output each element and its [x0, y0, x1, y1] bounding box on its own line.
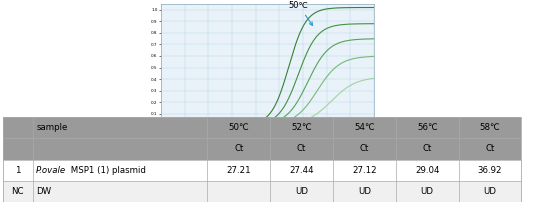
Text: 29.04: 29.04 [415, 166, 440, 175]
Text: UD: UD [484, 187, 496, 196]
Text: 56℃: 56℃ [417, 123, 437, 132]
Bar [3, 117, 521, 160]
Text: Ct: Ct [423, 144, 432, 154]
Text: 50℃: 50℃ [289, 1, 312, 25]
Text: NC: NC [11, 187, 24, 196]
Text: Ct: Ct [360, 144, 369, 154]
Text: MSP1 (1) plasmid: MSP1 (1) plasmid [68, 166, 146, 175]
Text: 52℃: 52℃ [292, 123, 312, 132]
Text: sample: sample [36, 123, 67, 132]
Text: 27.44: 27.44 [289, 166, 314, 175]
Text: 36.92: 36.92 [478, 166, 502, 175]
Text: UD: UD [295, 187, 308, 196]
Text: 54℃: 54℃ [354, 123, 375, 132]
Text: 27.21: 27.21 [227, 166, 251, 175]
Text: 58℃: 58℃ [480, 123, 500, 132]
Text: 1: 1 [15, 166, 21, 175]
Text: 27.12: 27.12 [352, 166, 377, 175]
Text: P.ovale: P.ovale [36, 166, 66, 175]
Bar [3, 160, 521, 181]
Text: Ct: Ct [485, 144, 495, 154]
Text: DW: DW [36, 187, 51, 196]
Text: 50℃: 50℃ [229, 123, 249, 132]
Text: Ct: Ct [234, 144, 244, 154]
Text: UD: UD [358, 187, 371, 196]
Text: Ct: Ct [297, 144, 306, 154]
Text: UD: UD [421, 187, 434, 196]
Bar [3, 181, 521, 202]
